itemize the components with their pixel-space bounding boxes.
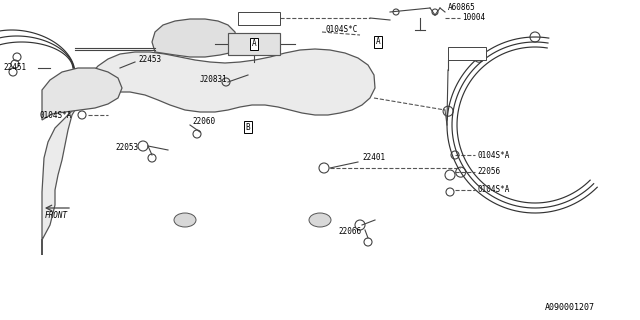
Text: 22066: 22066 [338, 228, 361, 236]
Text: 10004: 10004 [462, 13, 485, 22]
Text: 22056: 22056 [477, 167, 500, 177]
Text: FIG.050: FIG.050 [240, 13, 273, 22]
Text: 0104S*A: 0104S*A [477, 150, 509, 159]
Text: 22060: 22060 [192, 117, 215, 126]
Text: 0104S*A: 0104S*A [477, 186, 509, 195]
Text: B: B [246, 123, 250, 132]
Text: A090001207: A090001207 [545, 303, 595, 313]
Text: 22053: 22053 [115, 143, 138, 153]
Polygon shape [152, 19, 237, 57]
Text: FIG.050: FIG.050 [450, 49, 483, 58]
FancyBboxPatch shape [228, 33, 280, 55]
Polygon shape [42, 49, 375, 255]
Text: A: A [252, 39, 256, 49]
Ellipse shape [309, 213, 331, 227]
Text: A: A [376, 37, 380, 46]
FancyBboxPatch shape [238, 12, 280, 25]
Text: FRONT: FRONT [45, 211, 68, 220]
Polygon shape [42, 68, 122, 120]
Text: 22401: 22401 [362, 154, 385, 163]
Text: 0104S*A: 0104S*A [40, 110, 72, 119]
Text: A60865: A60865 [448, 4, 476, 12]
Text: 22451: 22451 [3, 63, 26, 73]
FancyBboxPatch shape [448, 47, 486, 60]
Text: 0104S*C: 0104S*C [325, 26, 357, 35]
Text: J20831: J20831 [200, 76, 228, 84]
Ellipse shape [174, 213, 196, 227]
Text: 22453: 22453 [138, 55, 161, 65]
